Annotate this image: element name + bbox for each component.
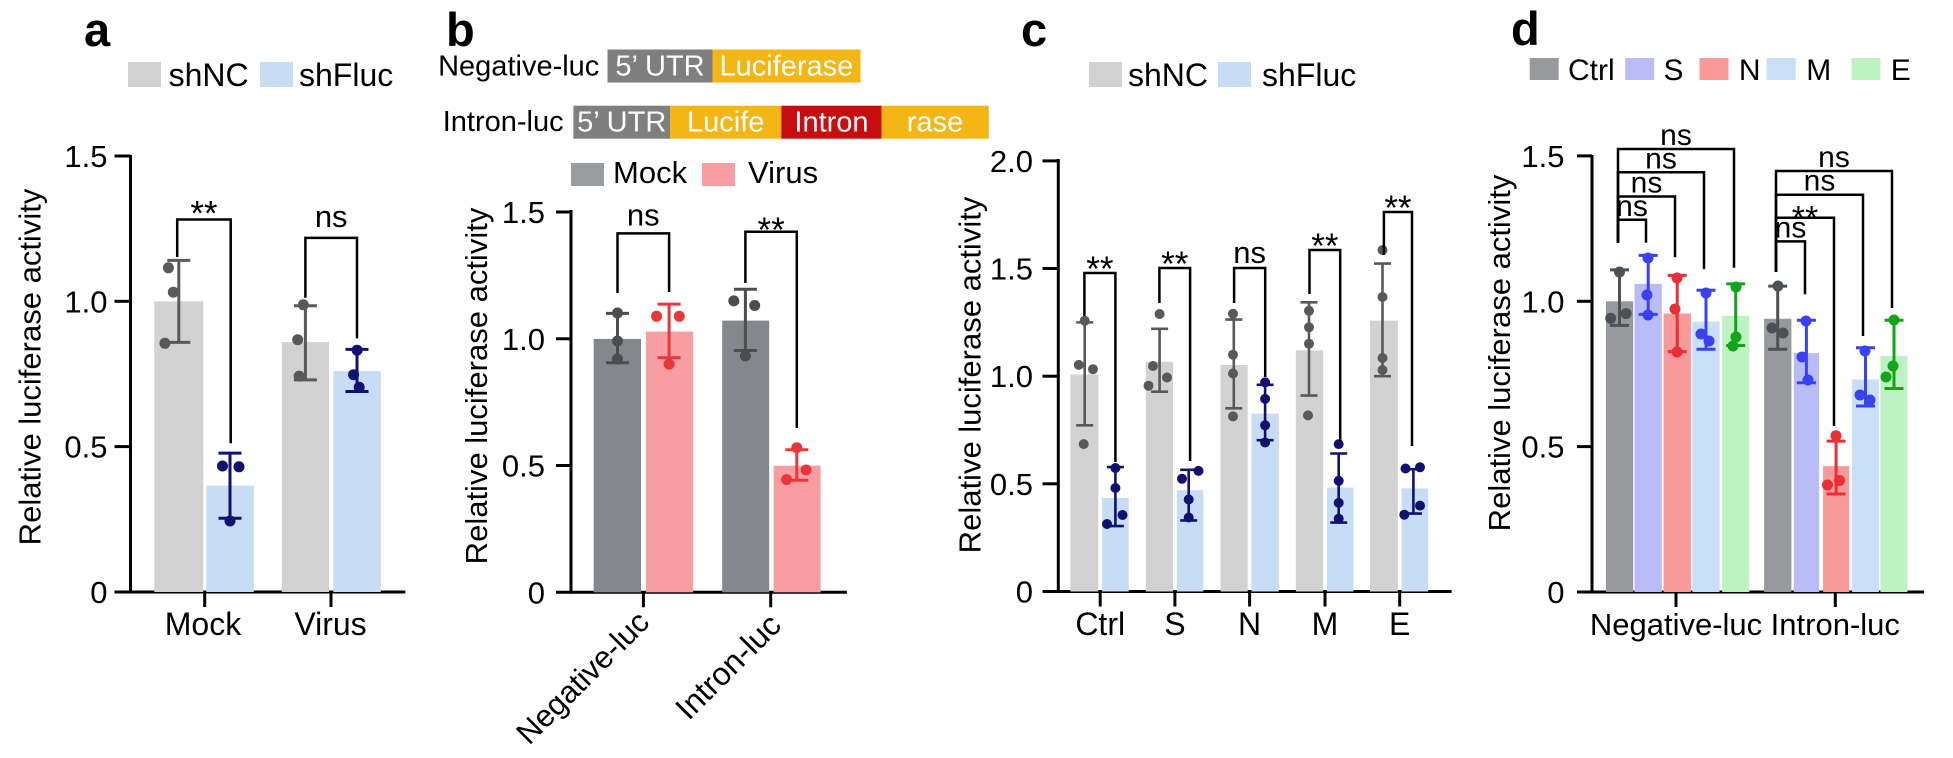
svg-text:Negative-luc: Negative-luc — [1590, 607, 1762, 642]
svg-text:Mock: Mock — [165, 606, 242, 642]
svg-text:Ctrl: Ctrl — [1075, 606, 1125, 642]
svg-text:**: ** — [1161, 245, 1189, 284]
svg-text:5’ UTR: 5’ UTR — [615, 51, 704, 83]
svg-text:1.0: 1.0 — [64, 284, 107, 319]
svg-text:1.0: 1.0 — [1521, 284, 1564, 319]
svg-text:c: c — [1021, 3, 1047, 56]
svg-text:**: ** — [1311, 227, 1339, 266]
svg-text:0: 0 — [528, 575, 545, 610]
svg-text:0.5: 0.5 — [1521, 430, 1564, 465]
svg-text:ns: ns — [1660, 119, 1692, 152]
svg-text:M: M — [1312, 606, 1339, 642]
svg-text:Luciferase: Luciferase — [719, 51, 853, 83]
svg-text:0: 0 — [1547, 575, 1564, 610]
svg-text:N: N — [1739, 54, 1761, 87]
svg-text:d: d — [1511, 2, 1540, 55]
svg-text:2.0: 2.0 — [990, 144, 1033, 179]
svg-text:**: ** — [1384, 189, 1412, 228]
svg-text:ns: ns — [627, 197, 660, 232]
svg-text:1.5: 1.5 — [1521, 139, 1564, 174]
svg-text:M: M — [1806, 54, 1831, 87]
svg-text:1.0: 1.0 — [502, 322, 545, 357]
svg-text:rase: rase — [907, 107, 963, 139]
svg-text:E: E — [1389, 606, 1410, 642]
svg-text:1.5: 1.5 — [502, 195, 545, 230]
svg-text:**: ** — [1086, 250, 1114, 289]
svg-text:ns: ns — [1233, 235, 1266, 270]
svg-text:Relative luciferase activity: Relative luciferase activity — [953, 196, 988, 553]
svg-text:E: E — [1891, 54, 1911, 87]
svg-text:N: N — [1238, 606, 1261, 642]
svg-text:Relative luciferase activity: Relative luciferase activity — [13, 188, 48, 545]
svg-text:ns: ns — [315, 199, 348, 234]
svg-text:Ctrl: Ctrl — [1568, 54, 1615, 87]
svg-text:0: 0 — [1016, 575, 1033, 610]
svg-text:0.5: 0.5 — [502, 449, 545, 484]
svg-text:Relative luciferase activity: Relative luciferase activity — [1482, 174, 1517, 531]
svg-text:Virus: Virus — [294, 606, 366, 642]
svg-text:1.5: 1.5 — [64, 139, 107, 174]
svg-text:S: S — [1664, 54, 1684, 87]
svg-text:Intron: Intron — [794, 107, 868, 139]
svg-text:shNC: shNC — [169, 57, 249, 93]
svg-text:0.5: 0.5 — [990, 467, 1033, 502]
svg-text:Relative luciferase activity: Relative luciferase activity — [459, 207, 494, 564]
svg-text:**: ** — [757, 211, 785, 250]
svg-text:ns: ns — [1818, 141, 1850, 174]
svg-text:Lucife: Lucife — [687, 107, 764, 139]
svg-text:a: a — [84, 3, 111, 56]
svg-text:shFluc: shFluc — [1262, 57, 1356, 93]
svg-text:1.0: 1.0 — [990, 359, 1033, 394]
svg-text:shNC: shNC — [1128, 57, 1208, 93]
svg-text:**: ** — [1792, 200, 1818, 238]
svg-text:**: ** — [190, 195, 218, 234]
svg-text:0.5: 0.5 — [64, 430, 107, 465]
svg-text:Mock: Mock — [613, 155, 688, 190]
svg-text:b: b — [446, 3, 475, 56]
svg-text:1.5: 1.5 — [990, 252, 1033, 287]
svg-text:S: S — [1164, 606, 1185, 642]
svg-text:5’ UTR: 5’ UTR — [577, 107, 666, 139]
svg-text:Intron-luc: Intron-luc — [1771, 607, 1900, 642]
svg-text:Intron-luc: Intron-luc — [443, 106, 564, 138]
svg-text:0: 0 — [90, 575, 107, 610]
svg-text:shFluc: shFluc — [299, 57, 393, 93]
svg-text:Virus: Virus — [748, 155, 818, 190]
svg-text:Negative-luc: Negative-luc — [438, 51, 599, 83]
